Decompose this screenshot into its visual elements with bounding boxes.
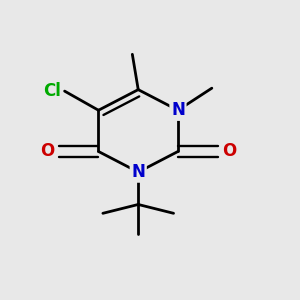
- Text: Cl: Cl: [43, 82, 61, 100]
- Text: O: O: [222, 142, 236, 160]
- Text: N: N: [171, 101, 185, 119]
- Text: O: O: [40, 142, 55, 160]
- Text: N: N: [131, 163, 145, 181]
